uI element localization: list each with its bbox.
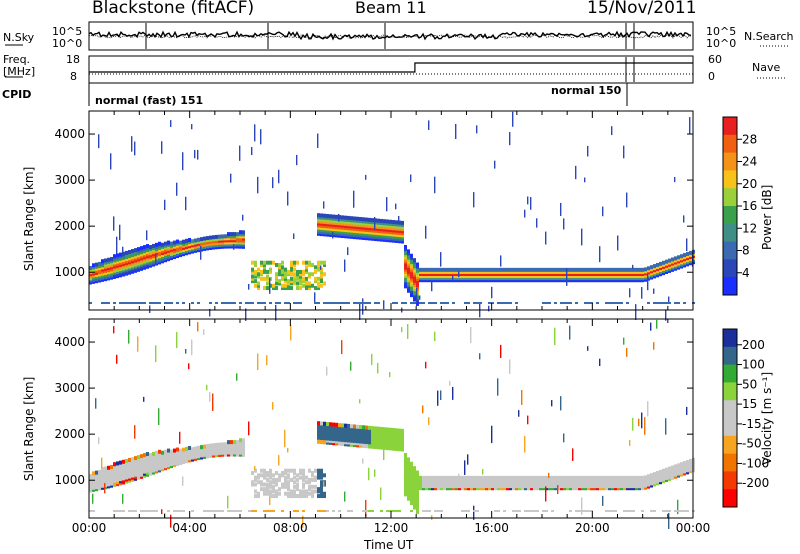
vel-cbar-tick-label-1: 100 — [742, 358, 765, 372]
power-colorbar-swatch-7 — [723, 241, 737, 260]
power-colorbar-swatch-2 — [723, 152, 737, 171]
power-colorbar: 4 8 12 16 20 24 28 — [722, 116, 757, 296]
vel-cbar-tick-label-4: -15 — [742, 417, 762, 431]
velocity-colorbar-swatch-7 — [723, 453, 737, 472]
nsearch-line — [88, 34, 692, 39]
vel-cbar-tick-label-6: -100 — [742, 456, 769, 470]
y-tick-label-1000: 1000 — [54, 265, 85, 279]
power-colorbar-swatch-0 — [723, 117, 737, 136]
y-tick-label-3000: 3000 — [54, 381, 85, 395]
velocity-colorbar-swatch-8 — [723, 471, 737, 490]
power-cbar-tick-label-20: 20 — [742, 177, 757, 191]
nave-label: Nave — [752, 61, 781, 74]
date-label: 15/Nov/2011 — [587, 0, 697, 18]
freq-line — [89, 62, 693, 73]
noise-panel-frame — [88, 21, 694, 51]
x-tick-label-1: 04:00 — [172, 521, 207, 535]
x-axis-label: Time UT — [364, 538, 414, 552]
velocity-colorbar-swatch-1 — [723, 346, 737, 366]
x-tick-label-4: 16:00 — [474, 521, 509, 535]
freq-label-line1: Freq. — [3, 53, 31, 66]
power-colorbar-swatch-8 — [723, 259, 737, 278]
power-heatmap — [89, 111, 695, 321]
freq-lines — [89, 57, 693, 82]
power-cbar-tick-label-24: 24 — [742, 155, 757, 169]
freq-label-line2: [MHz] — [3, 65, 36, 78]
y-tick-label-2000: 2000 — [54, 219, 85, 233]
nsearch-label: N.Search — [744, 30, 794, 43]
velocity-axes: 1000 2000 3000 4000 — [54, 319, 694, 518]
cpid-segment-2: normal 150 — [551, 84, 622, 97]
power-cbar-tick-label-16: 16 — [742, 199, 757, 213]
noise-tick-high-left: 10^5 — [52, 25, 83, 38]
x-axis: 00:00 04:00 08:00 12:00 16:00 20:00 00:00 — [72, 521, 711, 535]
noise-tick-low-right: 10^0 — [706, 37, 737, 50]
y-tick-label-3000: 3000 — [54, 173, 85, 187]
velocity-panel: 1000 2000 3000 4000 — [54, 318, 695, 529]
y-tick-label-2000: 2000 — [54, 427, 85, 441]
vel-cbar-tick-label-5: -50 — [742, 437, 762, 451]
y-tick-label-4000: 4000 — [54, 127, 85, 141]
nave-tick-low: 0 — [708, 70, 715, 83]
velocity-colorbar: 200 100 50 15 -15 -50 -100 -200 — [722, 328, 769, 508]
freq-tick-high: 18 — [66, 53, 80, 66]
power-colorbar-swatch-1 — [723, 134, 737, 154]
power-cbar-tick-label-12: 12 — [742, 221, 757, 235]
power-colorbar-swatch-5 — [723, 206, 737, 225]
velocity-colorbar-swatch-6 — [723, 435, 737, 455]
vel-cbar-tick-label-3: 15 — [742, 397, 757, 411]
power-cbar-tick-label-28: 28 — [742, 132, 757, 146]
velocity-colorbar-swatch-9 — [723, 489, 737, 508]
velocity-heatmap — [89, 319, 695, 529]
nave-tick-high: 60 — [708, 53, 722, 66]
vel-cbar-tick-label-2: 50 — [742, 377, 757, 391]
velocity-colorbar-swatch-5 — [723, 418, 737, 437]
velocity-colorbar-swatch-3 — [723, 382, 737, 401]
power-colorbar-swatch-6 — [723, 223, 737, 243]
cpid-label: CPID — [2, 88, 32, 101]
vel-cbar-tick-label-0: 200 — [742, 338, 765, 352]
freq-panel-frame — [88, 55, 694, 84]
velocity-colorbar-frame — [722, 328, 738, 508]
power-cbar-tick-label-8: 8 — [742, 244, 750, 258]
freq-tick-low: 8 — [70, 70, 77, 83]
power-colorbar-swatch-4 — [723, 188, 737, 207]
power-cbar-tick-label-4: 4 — [742, 266, 750, 280]
x-tick-label-0: 00:00 — [72, 521, 107, 535]
nsky-label: N.Sky — [3, 31, 35, 44]
noise-tick-high-right: 10^5 — [706, 25, 737, 38]
power-axes: 1000 2000 3000 4000 — [54, 111, 694, 310]
power-panel: 1000 2000 3000 4000 — [54, 110, 695, 321]
velocity-colorbar-swatch-4 — [723, 400, 737, 419]
noise-tick-low-left: 10^0 — [52, 37, 83, 50]
y-tick-label-1000: 1000 — [54, 473, 85, 487]
vel-cbar-tick-label-7: -200 — [742, 476, 769, 490]
power-colorbar-swatch-9 — [723, 277, 737, 296]
velocity-colorbar-swatch-2 — [723, 364, 737, 383]
power-colorbar-swatch-3 — [723, 170, 737, 189]
x-tick-label-3: 12:00 — [374, 521, 409, 535]
noise-lines — [88, 23, 692, 49]
x-tick-label-2: 08:00 — [273, 521, 308, 535]
y-tick-label-4000: 4000 — [54, 335, 85, 349]
beam-label: Beam 11 — [355, 0, 427, 17]
plot-title: Blackstone (fitACF) — [92, 0, 255, 18]
x-tick-label-5: 20:00 — [575, 521, 610, 535]
x-tick-label-6: 00:00 — [676, 521, 711, 535]
velocity-colorbar-swatch-0 — [723, 329, 737, 348]
cpid-segment-1: normal (fast) 151 — [95, 94, 204, 107]
